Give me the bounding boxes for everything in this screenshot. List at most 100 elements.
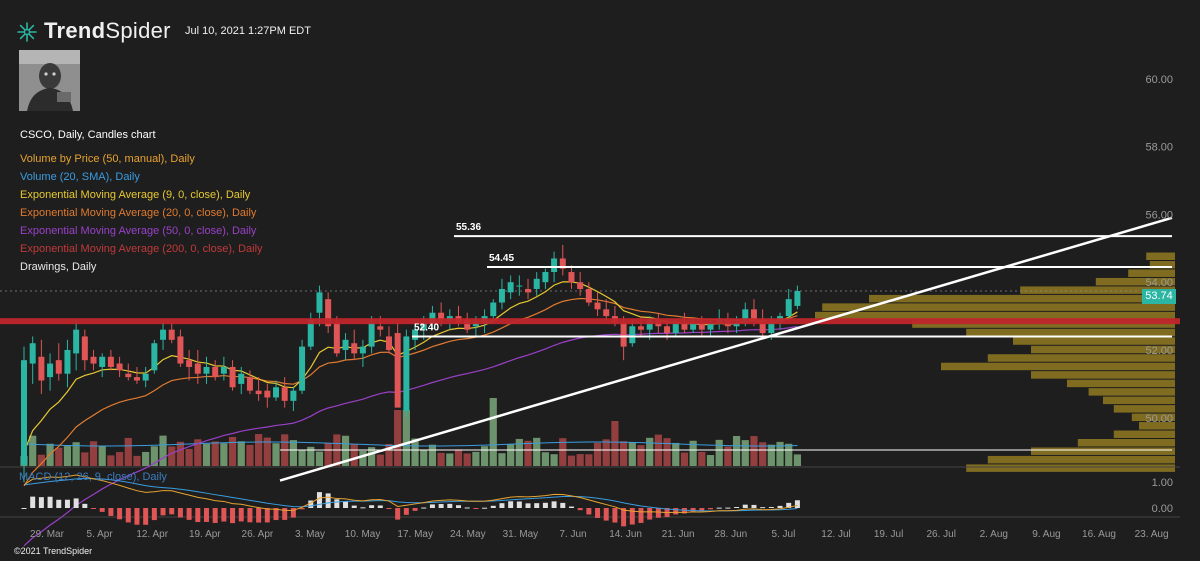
macd-histogram-bar — [343, 501, 349, 508]
vbp-bar — [1095, 277, 1175, 286]
volume-bar — [124, 437, 132, 466]
legend-ema-50[interactable]: Exponential Moving Average (50, 0, close… — [20, 225, 257, 237]
vbp-bar — [1113, 405, 1175, 413]
macd-histogram-bar — [577, 508, 583, 511]
macd-histogram-bar — [221, 508, 227, 522]
macd-histogram-bar — [238, 508, 244, 522]
macd-histogram-bar — [125, 508, 131, 523]
logo-text: TrendSpider — [44, 18, 171, 43]
legend-volume[interactable]: Volume (20, SMA), Daily — [20, 171, 140, 183]
macd-histogram-bar — [386, 508, 392, 510]
candle-body — [151, 343, 158, 371]
macd-histogram-bar — [212, 508, 218, 523]
volume-bar — [63, 446, 72, 466]
candle-body — [81, 336, 88, 361]
volume-bar — [29, 435, 37, 466]
macd-histogram-bar — [369, 505, 375, 508]
vbp-bar — [1149, 261, 1175, 269]
candle-body — [637, 326, 644, 330]
candle-body — [73, 329, 80, 354]
volume-bar — [341, 435, 350, 466]
candle-body — [194, 363, 201, 374]
vbp-bar — [1031, 447, 1175, 455]
candle-body — [733, 322, 740, 327]
macd-legend[interactable]: MACD (12, 26, 9, close), Daily — [19, 471, 167, 483]
candle-body — [750, 309, 757, 320]
legend-ema-200[interactable]: Exponential Moving Average (200, 0, clos… — [20, 243, 263, 255]
volume-bar — [680, 452, 689, 466]
macd-histogram-bar — [525, 503, 531, 508]
volume-bar — [228, 436, 237, 466]
volume-bar — [567, 455, 576, 466]
macd-histogram-bar — [751, 504, 757, 508]
vbp-bar — [1031, 345, 1175, 354]
candle-body — [768, 322, 775, 334]
candle-body — [160, 329, 167, 340]
candle-body — [133, 377, 140, 381]
candle-body — [551, 258, 558, 273]
candle-body — [107, 356, 114, 367]
macd-histogram-bar — [612, 508, 618, 523]
legend-ema-9[interactable]: Exponential Moving Average (9, 0, close)… — [20, 189, 251, 201]
volume-bar — [246, 444, 254, 466]
macd-histogram-bar — [551, 501, 557, 508]
legend-volume-by-price[interactable]: Volume by Price (50, manual), Daily — [20, 153, 195, 165]
volume-bar — [541, 452, 549, 466]
legend-chart[interactable]: CSCO, Daily, Candles chart — [20, 129, 156, 141]
candle-body — [168, 329, 175, 340]
candle-body — [90, 356, 97, 364]
x-tick-label: 28. Jun — [714, 529, 747, 540]
candle-body — [498, 288, 505, 303]
support-zone-line — [0, 318, 1180, 325]
macd-histogram-bar — [681, 508, 687, 514]
macd-histogram-bar — [508, 501, 514, 508]
volume-bar — [272, 443, 280, 466]
x-tick-label: 5. Jul — [771, 529, 795, 540]
candle-body — [472, 322, 479, 327]
x-tick-label: 17. May — [397, 529, 433, 540]
macd-histogram-bar — [490, 505, 496, 508]
legend-ema-20[interactable]: Exponential Moving Average (20, 0, close… — [20, 207, 257, 219]
macd-histogram-bar — [91, 508, 97, 509]
volume-bar — [411, 438, 419, 466]
macd-histogram-bar — [568, 506, 574, 508]
volume-bar — [628, 442, 636, 466]
candle-body — [629, 326, 636, 344]
macd-histogram-bar — [316, 492, 322, 508]
macd-histogram-bar — [742, 504, 748, 508]
volume-bar — [620, 441, 628, 466]
level-label: 52.40 — [414, 322, 439, 333]
level-label: 54.45 — [489, 253, 514, 264]
macd-histogram-bar — [377, 505, 383, 508]
volume-bar — [150, 446, 158, 466]
volume-bar — [585, 454, 593, 466]
volume-bar — [724, 446, 732, 466]
x-tick-label: 26. Jul — [926, 529, 955, 540]
macd-histogram-bar — [177, 508, 183, 518]
volume-bar — [394, 410, 402, 466]
candle-body — [533, 278, 540, 289]
copyright: ©2021 TrendSpider — [14, 546, 93, 556]
vbp-bar — [815, 311, 1175, 320]
legend-drawings[interactable]: Drawings, Daily — [20, 261, 97, 273]
volume-bar — [611, 421, 619, 466]
macd-histogram-bar — [534, 503, 540, 508]
x-tick-label: 2. Aug — [980, 529, 1008, 540]
x-tick-label: 12. Apr — [136, 529, 168, 540]
macd-histogram-bar — [82, 503, 88, 508]
timestamp: Jul 10, 2021 1:27PM EDT — [185, 25, 311, 37]
volume-bar — [420, 449, 428, 466]
avatar — [19, 50, 80, 111]
candle-body — [238, 373, 245, 384]
volume-bar — [489, 398, 497, 466]
candle-body — [516, 285, 523, 287]
macd-histogram-bar — [108, 508, 114, 516]
vbp-bar — [1131, 413, 1175, 422]
macd-histogram-bar — [160, 508, 166, 516]
candle-body — [359, 346, 366, 354]
vbp-bar — [1146, 252, 1175, 261]
candle-body — [759, 319, 766, 334]
candle-body — [142, 373, 149, 381]
candle-body — [255, 390, 262, 395]
